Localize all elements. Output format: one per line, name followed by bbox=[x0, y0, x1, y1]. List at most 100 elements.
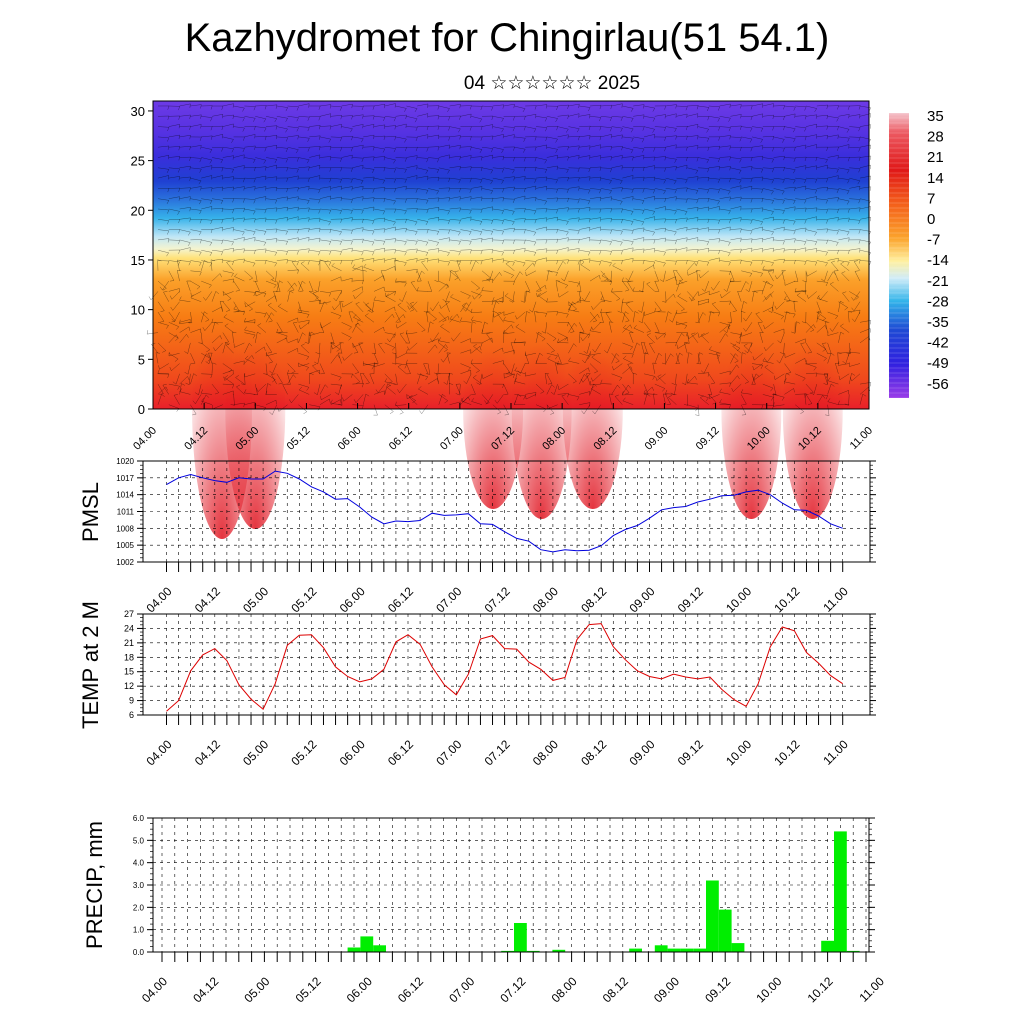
wind-barb-flag bbox=[793, 106, 796, 111]
wind-barb-flag bbox=[271, 312, 275, 316]
wind-barb bbox=[535, 167, 547, 170]
wind-barb bbox=[515, 326, 526, 333]
wind-barb bbox=[330, 196, 342, 199]
wind-barb-flag bbox=[296, 127, 299, 132]
wind-barb bbox=[643, 216, 655, 220]
wind-barb-flag bbox=[221, 126, 224, 131]
wind-barb bbox=[211, 306, 222, 313]
wind-barb-flag bbox=[270, 278, 275, 281]
wind-barb-flag bbox=[178, 106, 181, 111]
wind-barb-flag bbox=[786, 300, 791, 302]
wind-barb-flag bbox=[869, 320, 872, 325]
wind-barb bbox=[503, 320, 515, 323]
wind-barb bbox=[298, 126, 310, 128]
wind-barb bbox=[784, 388, 794, 395]
precip-grid bbox=[153, 817, 869, 953]
wind-barb-flag bbox=[847, 105, 850, 110]
wind-barb-flag bbox=[589, 176, 591, 181]
wind-barb-flag bbox=[329, 210, 332, 214]
wind-barb bbox=[545, 322, 548, 334]
wind-barb-flag bbox=[870, 217, 872, 222]
wind-barb-flag bbox=[235, 375, 239, 378]
wind-barb bbox=[265, 164, 277, 169]
wind-barb bbox=[363, 156, 375, 158]
wind-barb bbox=[179, 326, 190, 333]
wind-barb-flag bbox=[555, 280, 560, 282]
wind-barb-flag bbox=[189, 126, 191, 130]
wind-barb-flag bbox=[858, 137, 861, 142]
wind-barb bbox=[201, 353, 211, 359]
wind-barb-flag bbox=[178, 115, 181, 120]
wind-barb-flag bbox=[329, 178, 332, 183]
wind-barb bbox=[708, 145, 720, 148]
wind-barb-flag bbox=[158, 365, 160, 370]
wind-barb-flag bbox=[350, 199, 353, 204]
wind-barb-flag bbox=[578, 104, 580, 109]
wind-barb-flag bbox=[308, 207, 310, 212]
wind-barb bbox=[795, 219, 807, 221]
wind-barb bbox=[751, 176, 763, 179]
wind-barb bbox=[643, 165, 655, 169]
wind-barb bbox=[525, 126, 537, 130]
wind-barb-flag bbox=[826, 104, 828, 109]
wind-barb-flag bbox=[502, 384, 505, 389]
wind-barb bbox=[764, 322, 774, 330]
wind-barb bbox=[622, 324, 631, 333]
wind-barb bbox=[385, 291, 396, 297]
wind-barb-flag bbox=[372, 251, 375, 256]
wind-barb bbox=[697, 126, 709, 130]
wind-barb bbox=[654, 206, 666, 210]
wind-barb-flag bbox=[458, 231, 461, 236]
wind-barb bbox=[321, 322, 331, 329]
wind-barb bbox=[222, 239, 234, 243]
wind-barb bbox=[796, 295, 807, 302]
wind-barb-flag bbox=[263, 242, 267, 246]
wind-barb-flag bbox=[857, 180, 861, 185]
wind-barb bbox=[330, 185, 342, 189]
wind-barb-flag bbox=[383, 167, 386, 172]
wind-barb-flag bbox=[308, 217, 310, 222]
wind-barb bbox=[817, 298, 828, 302]
wind-barb bbox=[168, 353, 179, 360]
wind-barb bbox=[157, 301, 165, 311]
x-tick-label: 06.00 bbox=[337, 584, 368, 615]
wind-barb bbox=[438, 105, 450, 109]
wind-barb-flag bbox=[373, 176, 375, 181]
wind-barb-flag bbox=[481, 196, 483, 201]
wind-barb-flag bbox=[166, 169, 170, 174]
wind-barb bbox=[665, 342, 677, 344]
wind-barb-flag bbox=[520, 300, 525, 303]
wind-barb-flag bbox=[743, 301, 748, 304]
wind-barb bbox=[708, 219, 720, 221]
wind-barb-flag bbox=[630, 149, 634, 154]
wind-barb bbox=[471, 186, 483, 189]
wind-barb bbox=[373, 116, 385, 118]
wind-barb bbox=[298, 166, 310, 169]
wind-barb bbox=[665, 293, 674, 302]
wind-barb bbox=[600, 167, 612, 169]
wind-barb bbox=[416, 270, 422, 282]
wind-barb-flag bbox=[815, 372, 818, 377]
wind-barb bbox=[287, 126, 299, 129]
wind-barb bbox=[298, 186, 310, 189]
wind-barb bbox=[632, 342, 638, 354]
wind-barb bbox=[622, 208, 634, 212]
wind-barb bbox=[805, 363, 817, 365]
wind-barb bbox=[591, 357, 601, 364]
wind-barb-flag bbox=[245, 355, 249, 359]
wind-barb bbox=[352, 136, 364, 139]
wind-barb-flag bbox=[577, 208, 580, 213]
wind-barb bbox=[352, 267, 364, 272]
wind-barb bbox=[622, 311, 626, 323]
wind-barb bbox=[697, 353, 701, 364]
wind-barb-flag bbox=[643, 248, 645, 253]
wind-barb bbox=[751, 155, 763, 158]
wind-barb bbox=[309, 404, 321, 407]
wind-barb bbox=[816, 394, 828, 396]
y-tick-label: 1002 bbox=[116, 558, 134, 567]
wind-barb-flag bbox=[469, 241, 472, 245]
wind-barb-flag bbox=[826, 135, 828, 140]
wind-barb-flag bbox=[253, 106, 256, 111]
wind-barb bbox=[600, 299, 612, 302]
